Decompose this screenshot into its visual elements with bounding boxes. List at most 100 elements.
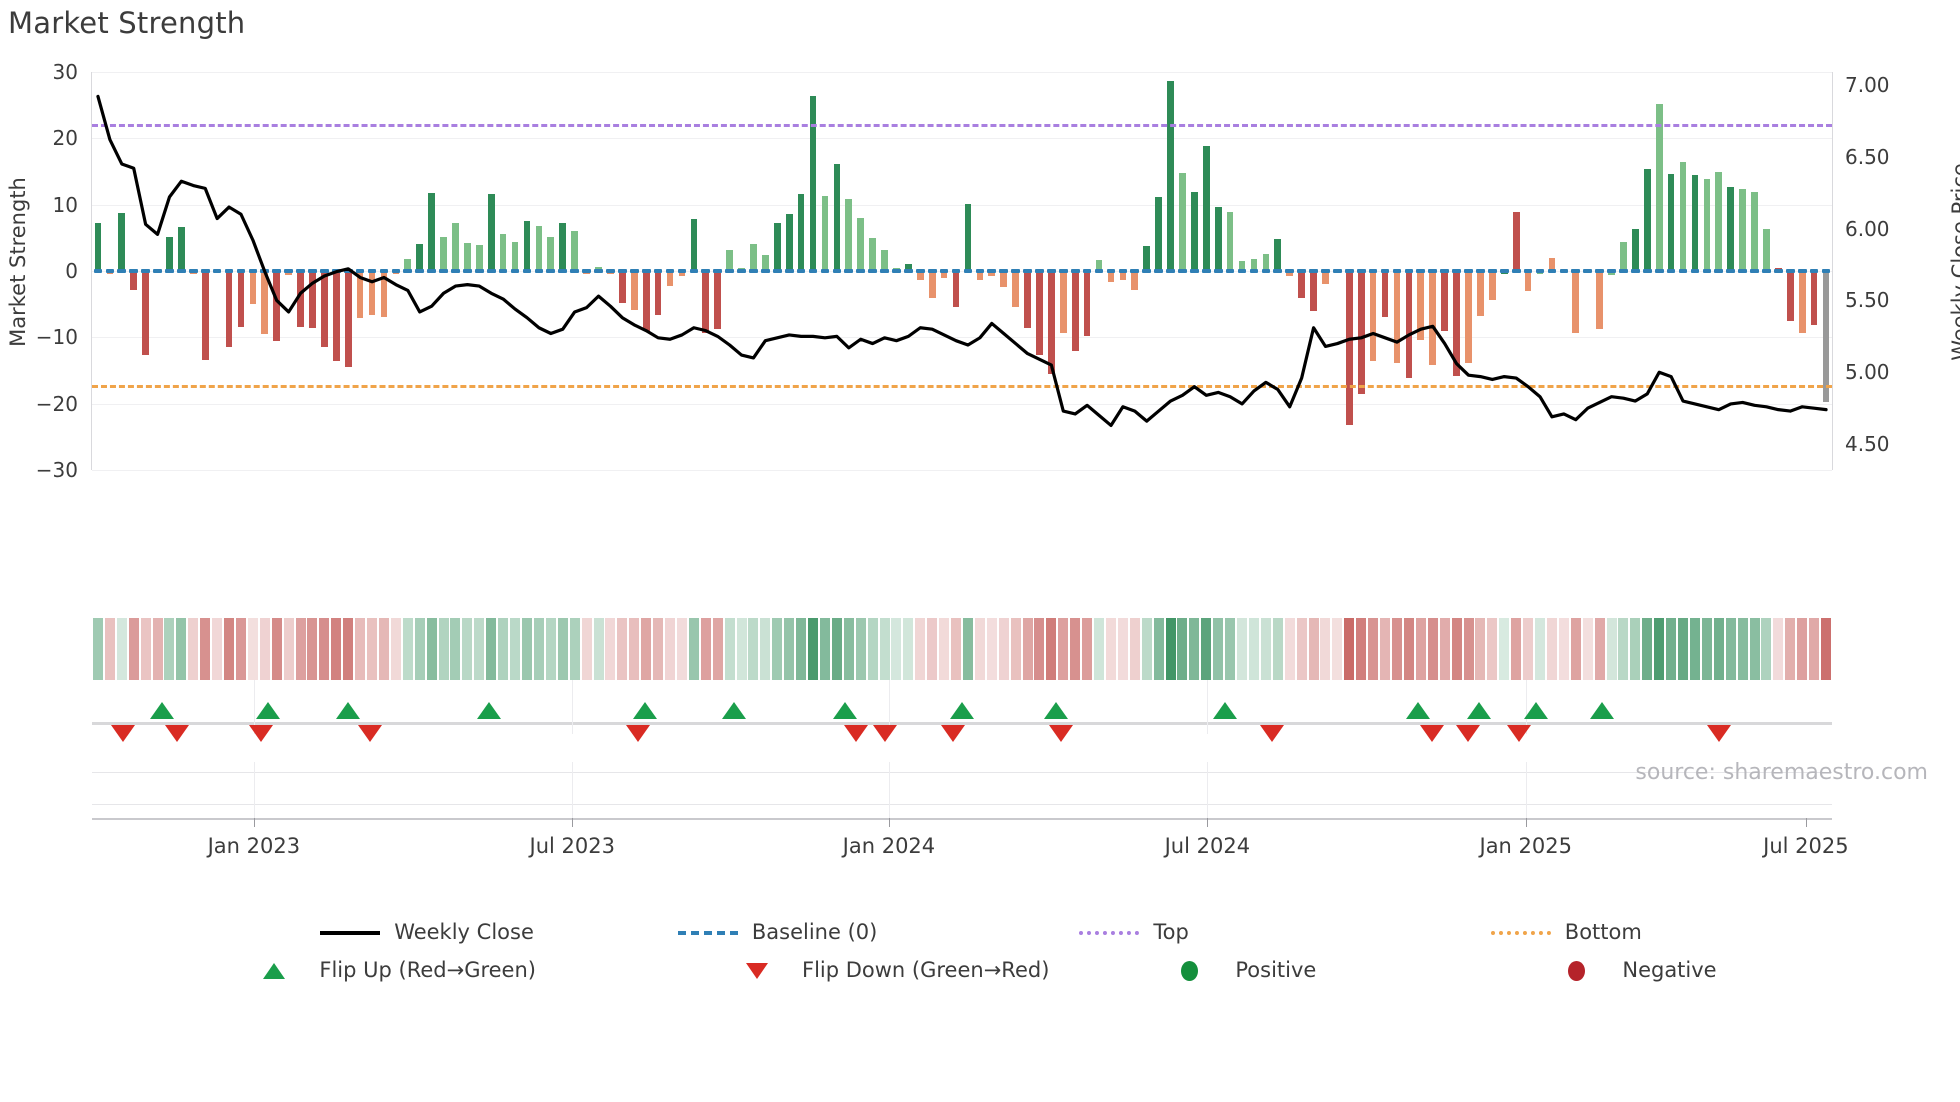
legend-item[interactable]: Baseline (0) (676, 920, 877, 944)
y-tick-right: 5.50 (1845, 288, 1890, 313)
strength-bar (1262, 254, 1270, 271)
baseline-segment (403, 269, 413, 273)
baseline-segment (618, 269, 627, 273)
baseline-segment (1297, 269, 1306, 273)
heat-strip-cell (951, 618, 962, 680)
heat-strip-cell (676, 618, 687, 680)
heat-strip-cell (128, 618, 139, 680)
strength-bar (1131, 271, 1139, 291)
strength-bar (833, 163, 841, 271)
legend-swatch-icon (1077, 921, 1141, 943)
baseline-segment (904, 269, 913, 273)
baseline-segment (1356, 269, 1366, 273)
baseline-segment (582, 269, 591, 273)
baseline-segment (1547, 269, 1557, 273)
baseline-segment (1607, 269, 1616, 273)
baseline-segment (1023, 269, 1032, 273)
strength-bar (1000, 271, 1008, 287)
baseline-segment (1440, 269, 1449, 273)
x-tick-label: Jan 2024 (842, 834, 936, 858)
heat-strip-cell (1725, 618, 1736, 680)
legend-item[interactable]: Positive (1159, 958, 1316, 982)
strength-bar (1441, 271, 1448, 331)
heat-strip-cell (426, 618, 437, 680)
heat-strip-cell (283, 618, 294, 680)
baseline-segment (689, 269, 699, 273)
heat-strip-cell (939, 618, 950, 680)
y-tick-left: 20 (52, 126, 78, 151)
strength-bar (619, 271, 626, 303)
strength-bar (1286, 271, 1294, 276)
heat-strip-cell (164, 618, 175, 680)
heat-strip-cell (235, 618, 246, 680)
strength-bar (1465, 271, 1472, 364)
heat-strip-cell (843, 618, 854, 680)
legend-item[interactable]: Bottom (1489, 920, 1642, 944)
baseline-segment (784, 269, 794, 273)
legend-item[interactable]: Negative (1546, 958, 1717, 982)
strength-bar (702, 271, 710, 334)
flip-down-marker (358, 725, 383, 742)
heat-strip-cell (903, 618, 914, 680)
baseline-segment (534, 269, 544, 273)
baseline-segment (1726, 269, 1736, 273)
strength-bar (1715, 171, 1723, 271)
baseline-segment (1750, 269, 1759, 273)
heat-strip-cell (1785, 618, 1796, 680)
heat-strip-cell (1094, 618, 1105, 680)
baseline-segment (677, 269, 687, 273)
strength-bar (1119, 271, 1127, 281)
legend-label: Top (1153, 920, 1189, 944)
legend-item[interactable]: Top (1077, 920, 1189, 944)
heat-strip-cell (402, 618, 413, 680)
strength-bar (1477, 271, 1484, 317)
flip-up-marker (722, 702, 747, 719)
heat-strip-cell (641, 618, 652, 680)
strength-bar (1274, 239, 1282, 271)
strength-bar (547, 237, 555, 271)
strength-bar (881, 249, 888, 271)
heat-strip-cell (1749, 618, 1760, 680)
strength-bar (1739, 188, 1746, 271)
baseline-segment (188, 269, 198, 273)
heat-strip-cell (1594, 618, 1605, 680)
legend-item[interactable]: Flip Up (Red→Green) (243, 958, 536, 982)
strength-bar (535, 225, 543, 271)
strength-bar (857, 217, 865, 271)
page-title: Market Strength (8, 6, 246, 40)
baseline-segment (1273, 269, 1283, 273)
baseline-segment (761, 269, 770, 273)
legend-item[interactable]: Flip Down (Green→Red) (726, 958, 1049, 982)
strength-bar (201, 271, 209, 360)
plot-area (91, 72, 1833, 471)
baseline-segment (1321, 269, 1330, 273)
x-tick-mark (1525, 818, 1527, 827)
baseline-segment (1392, 269, 1402, 273)
strength-bar (1429, 271, 1437, 366)
strength-bar (559, 223, 567, 271)
strength-bar (1751, 192, 1758, 271)
legend-item[interactable]: Weekly Close (318, 920, 534, 944)
baseline-segment (1690, 269, 1700, 273)
baseline-segment (439, 269, 448, 273)
strength-bar (261, 271, 269, 335)
baseline-segment (653, 269, 663, 273)
heat-strip-cell (1761, 618, 1772, 680)
baseline-segment (1082, 269, 1092, 273)
gridline (92, 72, 1832, 73)
heat-strip-cell (200, 618, 211, 680)
flip-up-marker (1524, 702, 1549, 719)
heat-strip-cell (1451, 618, 1462, 680)
strength-bar (642, 271, 650, 332)
flip-up-marker (335, 702, 360, 719)
heat-strip-cell (212, 618, 223, 680)
heat-strip-cell (915, 618, 926, 680)
strength-bar (225, 271, 233, 347)
heat-strip-cell (1308, 618, 1319, 680)
strength-bar (964, 204, 972, 271)
legend-row-2: Flip Up (Red→Green) Flip Down (Green→Red)… (0, 958, 1960, 982)
strength-bar (273, 271, 281, 342)
heat-strip-cell (653, 618, 664, 680)
strength-bar (1655, 103, 1663, 271)
strength-bar (94, 223, 102, 271)
